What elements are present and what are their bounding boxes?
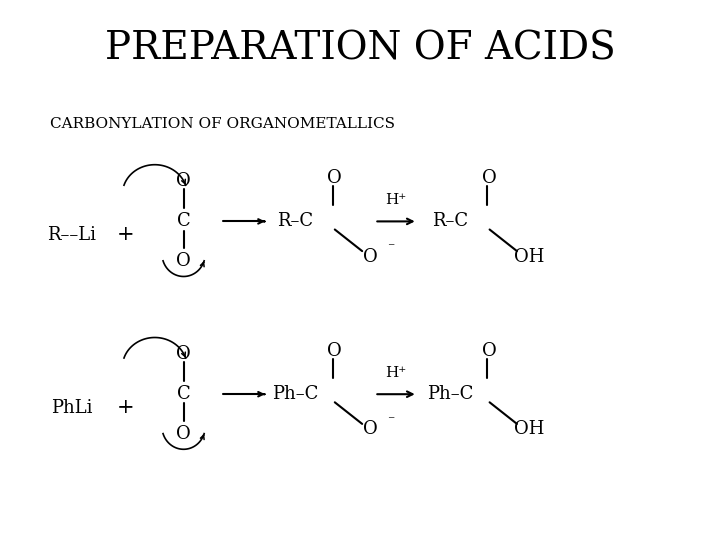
Text: C: C [176, 385, 191, 403]
Text: O: O [328, 169, 342, 187]
Text: ⁻: ⁻ [387, 414, 395, 428]
Text: +: + [117, 225, 135, 245]
Text: PhLi: PhLi [51, 399, 93, 417]
Text: O: O [176, 172, 191, 190]
Text: ⁻: ⁻ [387, 241, 395, 255]
Text: O: O [482, 169, 497, 187]
Text: O: O [364, 247, 378, 266]
Text: O: O [176, 252, 191, 270]
Text: H⁺: H⁺ [385, 193, 407, 207]
Text: O: O [364, 420, 378, 438]
Text: O: O [176, 345, 191, 363]
Text: OH: OH [514, 420, 544, 438]
Text: PREPARATION OF ACIDS: PREPARATION OF ACIDS [104, 30, 616, 67]
Text: Ph–C: Ph–C [427, 385, 473, 403]
Text: O: O [328, 342, 342, 360]
Text: CARBONYLATION OF ORGANOMETALLICS: CARBONYLATION OF ORGANOMETALLICS [50, 117, 395, 131]
Text: Ph–C: Ph–C [272, 385, 318, 403]
Text: O: O [176, 424, 191, 443]
Text: O: O [482, 342, 497, 360]
Text: R––Li: R––Li [48, 226, 96, 244]
Text: C: C [176, 212, 191, 231]
Text: +: + [117, 398, 135, 417]
Text: R–C: R–C [432, 212, 468, 231]
Text: R–C: R–C [277, 212, 313, 231]
Text: OH: OH [514, 247, 544, 266]
Text: H⁺: H⁺ [385, 366, 407, 380]
